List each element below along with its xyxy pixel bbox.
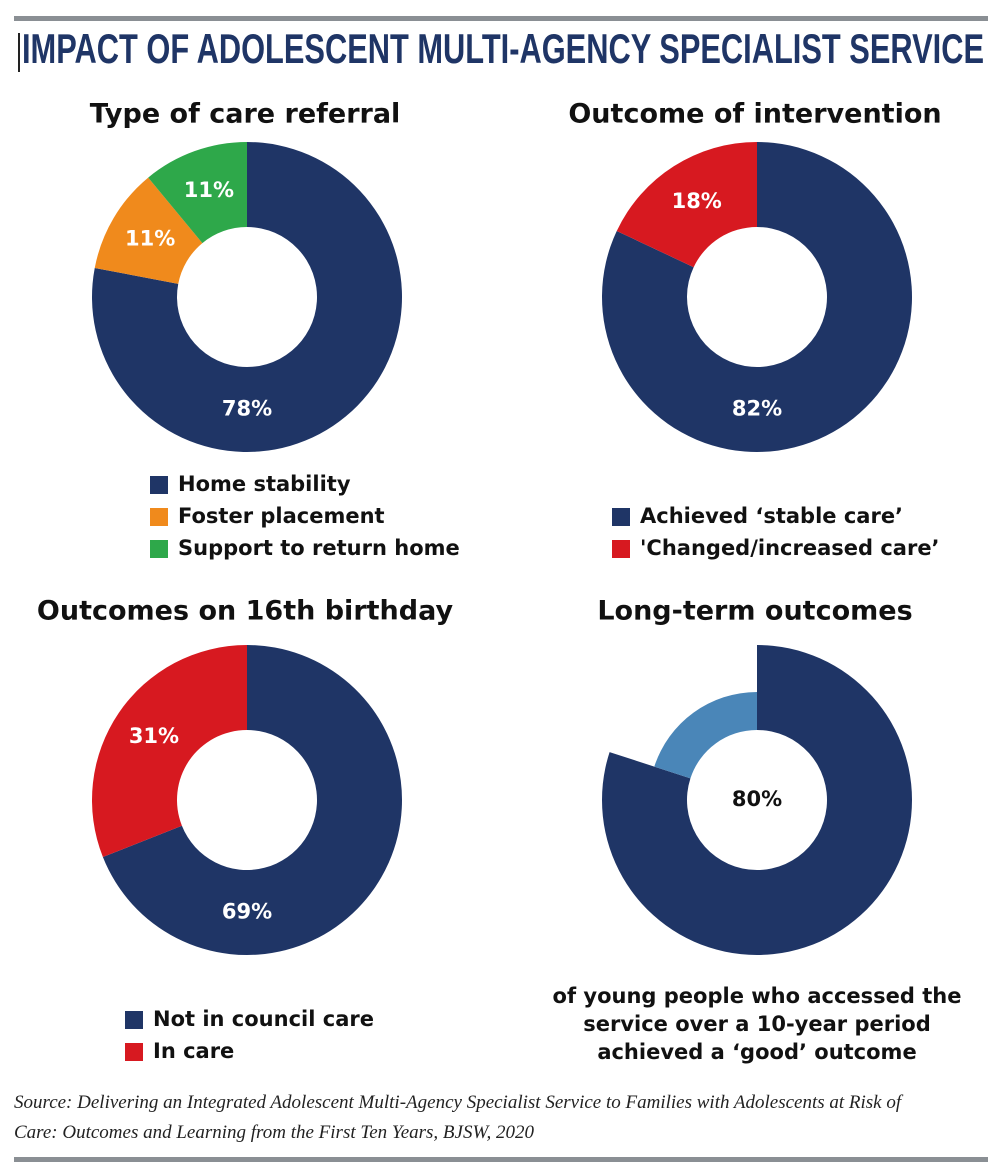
donut-segment bbox=[91, 645, 247, 858]
legend-label: Achieved ‘stable care’ bbox=[640, 504, 903, 528]
legend-swatch bbox=[150, 476, 168, 494]
legend-label: In care bbox=[153, 1039, 234, 1063]
value-label: 78% bbox=[222, 397, 272, 421]
value-label: 11% bbox=[184, 178, 234, 202]
donut-segment bbox=[602, 142, 913, 452]
donut-segment bbox=[148, 142, 247, 244]
donut-segment bbox=[616, 142, 757, 268]
value-label: 80% bbox=[732, 787, 782, 811]
value-label: 82% bbox=[732, 397, 782, 421]
chart-title: Long-term outcomes bbox=[597, 596, 912, 627]
legend-swatch bbox=[150, 540, 168, 558]
page-title: IMPACT OF ADOLESCENT MULTI-AGENCY SPECIA… bbox=[22, 25, 984, 72]
donut-segment bbox=[94, 177, 203, 284]
value-label: 11% bbox=[125, 227, 175, 251]
value-label: 69% bbox=[222, 900, 272, 924]
legend-label: Home stability bbox=[178, 472, 351, 496]
legend-swatch bbox=[150, 508, 168, 526]
chart-title: Outcome of intervention bbox=[568, 99, 941, 130]
source: Source: Delivering an Integrated Adolesc… bbox=[14, 1092, 902, 1143]
donut-segment bbox=[102, 645, 402, 955]
donut-segment bbox=[602, 645, 913, 955]
legend-label: Not in council care bbox=[153, 1007, 374, 1031]
bottom-rule bbox=[14, 1157, 988, 1162]
value-label: 18% bbox=[672, 189, 722, 213]
legend-label: 'Changed/increased care’ bbox=[640, 536, 940, 560]
chart-title: Type of care referral bbox=[90, 99, 401, 130]
value-label: 31% bbox=[129, 724, 179, 748]
legend-swatch bbox=[612, 540, 630, 558]
legend-swatch bbox=[125, 1011, 143, 1029]
legend-swatch bbox=[612, 508, 630, 526]
legend-label: Foster placement bbox=[178, 504, 385, 528]
chart-title: Outcomes on 16th birthday bbox=[37, 596, 454, 627]
donut-segment bbox=[654, 692, 757, 779]
legend-swatch bbox=[125, 1043, 143, 1061]
annotation: of young people who accessed the service… bbox=[552, 984, 962, 1064]
top-rule bbox=[14, 16, 988, 21]
donut-segment bbox=[92, 142, 403, 452]
legend-label: Support to return home bbox=[178, 536, 460, 560]
